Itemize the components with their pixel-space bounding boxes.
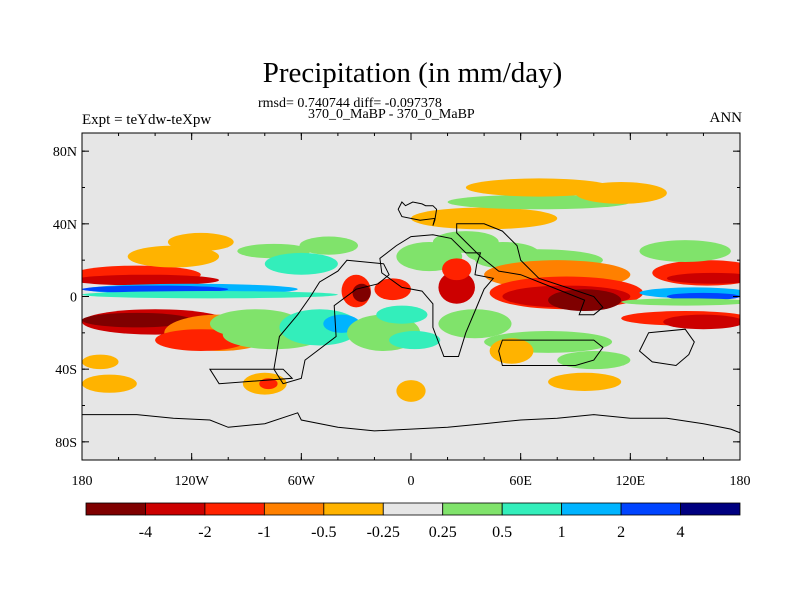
anomaly-region	[352, 283, 371, 302]
colorbar-label: 0.5	[492, 524, 512, 541]
x-tick-label: 0	[408, 474, 415, 489]
colorbar-label: 0.25	[429, 524, 457, 541]
anomaly-region	[82, 291, 338, 299]
anomaly-region	[666, 292, 740, 301]
anomaly-region	[489, 338, 534, 364]
x-tick-label: 120W	[175, 474, 210, 489]
colorbar-swatch	[204, 502, 265, 516]
anomaly-region	[411, 207, 558, 230]
anomaly-region	[666, 272, 740, 284]
x-tick-label: 180	[72, 474, 93, 489]
y-tick-label: 40N	[53, 218, 77, 233]
anomaly-region	[259, 378, 278, 390]
anomaly-region	[438, 271, 475, 304]
season-label: ANN	[709, 110, 743, 126]
anomaly-region	[82, 285, 229, 293]
colorbar-label: 4	[677, 524, 685, 541]
colorbar-label: -0.25	[367, 524, 400, 541]
continent-outlines	[82, 201, 740, 460]
x-tick-label: 60E	[509, 474, 532, 489]
continent-outline	[456, 223, 604, 316]
x-tick-label: 120E	[616, 474, 646, 489]
continent-outline	[498, 339, 604, 366]
anomaly-region	[575, 182, 667, 204]
colorbar-label: 2	[617, 524, 625, 541]
continent-outline	[397, 201, 438, 226]
anomaly-region	[438, 309, 512, 339]
anomaly-region	[82, 354, 119, 370]
x-tick-label: 60W	[288, 474, 316, 489]
colorbar-swatch	[442, 502, 503, 516]
anomaly-region	[376, 305, 428, 324]
colorbar: -4 -2 -1 -0.5 -0.25 0.25 0.5 1 2 4	[85, 502, 741, 541]
colorbar-swatch	[501, 502, 563, 516]
y-tick-label: 0	[70, 291, 77, 306]
continent-outline	[379, 234, 495, 357]
y-tick-label: 40S	[55, 363, 77, 378]
stats-line: rmsd= 0.740744 diff= -0.097378	[258, 96, 442, 111]
anomaly-region	[389, 331, 441, 350]
colorbar-label: 1	[558, 524, 566, 541]
colorbar-label: -2	[198, 524, 211, 541]
anomaly-region	[639, 240, 731, 262]
anomaly-region	[82, 374, 137, 393]
y-tick-label: 80S	[55, 436, 77, 451]
anomaly-region	[621, 298, 740, 306]
colorbar-swatch	[680, 502, 741, 516]
anomaly-region	[374, 278, 411, 301]
chart-subtitle: 370_0_MaBP - 370_0_MaBP	[308, 107, 475, 122]
anomaly-region	[167, 232, 234, 252]
y-tick-label: 80N	[53, 145, 77, 160]
x-tick-label: 180	[730, 474, 751, 489]
anomaly-region	[548, 372, 622, 391]
colorbar-label: -0.5	[311, 524, 336, 541]
anomaly-region	[299, 236, 358, 255]
continent-outline	[208, 368, 294, 385]
colorbar-label: -4	[139, 524, 152, 541]
colorbar-swatch	[561, 502, 622, 516]
colorbar-swatch	[263, 502, 325, 516]
continent-outline	[82, 412, 740, 460]
colorbar-swatch	[85, 502, 146, 516]
anomaly-region	[663, 314, 740, 330]
anomaly-region	[465, 178, 613, 197]
colorbar-swatch	[620, 502, 681, 516]
anomaly-region	[264, 252, 338, 275]
anomaly-region	[127, 245, 220, 268]
y-axis: 80N 40N 0 40S 80S	[53, 145, 740, 451]
continent-outline	[638, 328, 695, 367]
colorbar-label: -1	[258, 524, 271, 541]
x-axis: 180 120W 60W 0 60E 120E 180	[72, 133, 751, 489]
anomaly-region	[396, 380, 426, 402]
colorbar-swatch	[145, 502, 206, 516]
colorbar-swatch	[382, 502, 444, 516]
continent-outline	[273, 259, 390, 385]
anomaly-region	[442, 258, 472, 281]
anomaly-region	[82, 274, 220, 286]
colorbar-swatch	[323, 502, 384, 516]
chart-title: Precipitation (in mm/day)	[262, 57, 563, 89]
experiment-label: Expt = teYdw-teXpw	[82, 112, 212, 128]
anomaly-region	[82, 312, 192, 328]
